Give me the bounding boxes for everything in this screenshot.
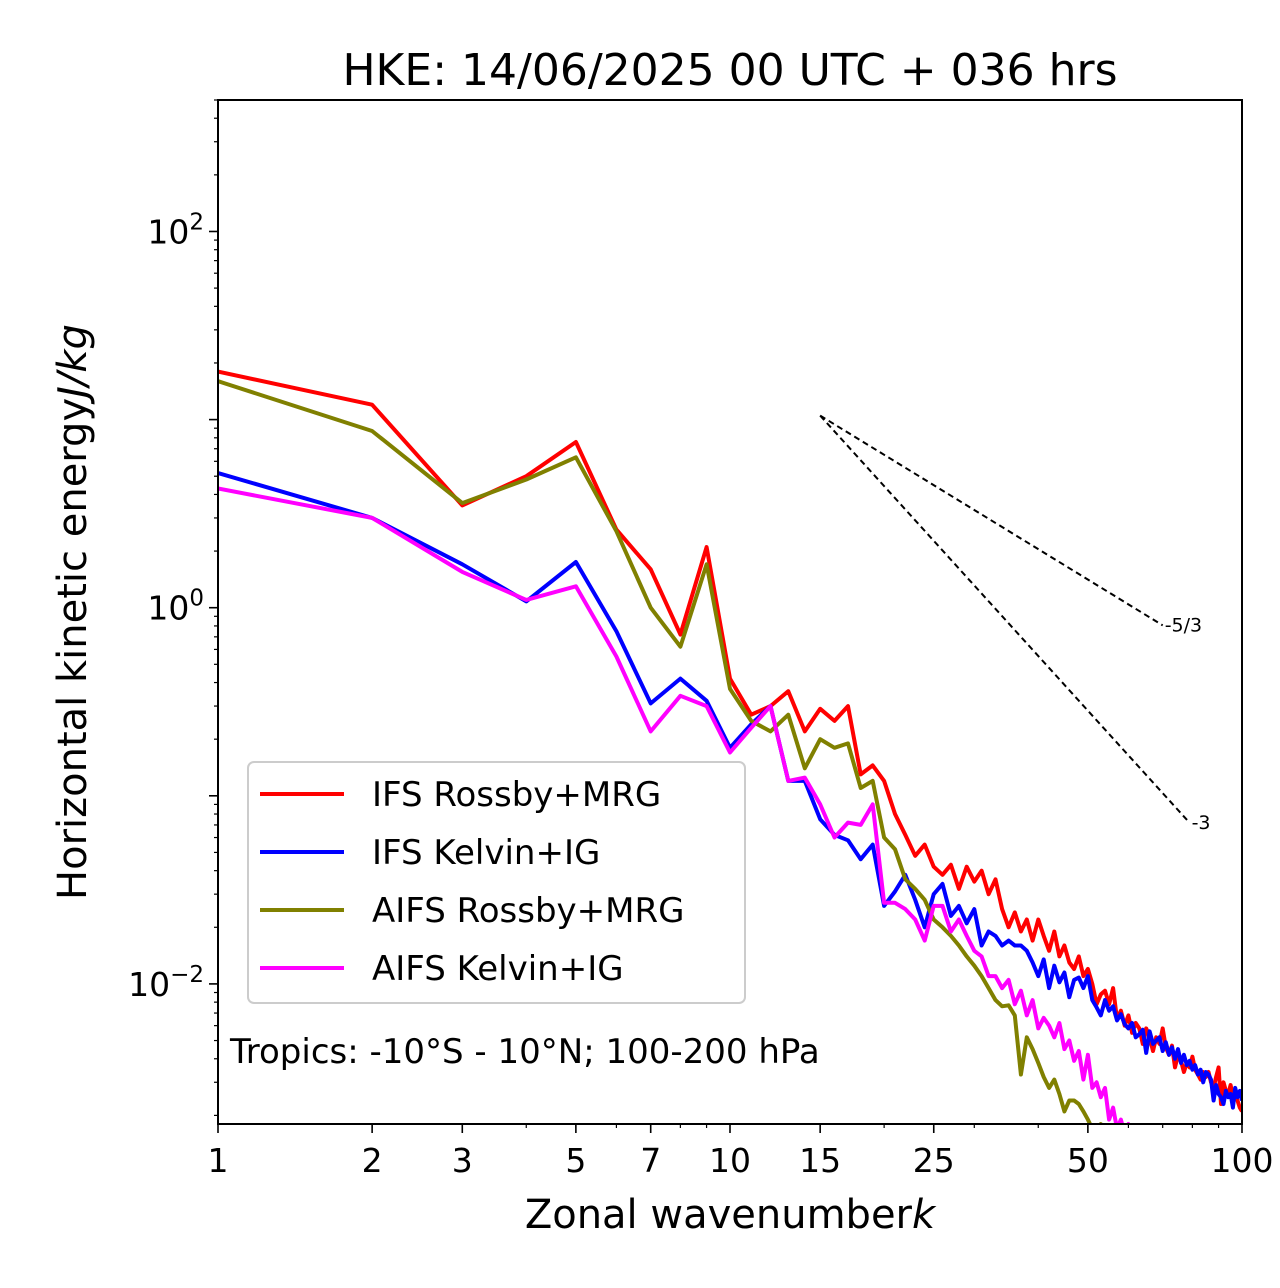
x-axis-label-text: Zonal wavenumber	[525, 1192, 913, 1238]
slope-label-minus-five-thirds: -5/3	[1165, 614, 1202, 636]
x-tick-label: 2	[362, 1141, 383, 1180]
slope-label-minus-three: -3	[1192, 812, 1211, 834]
y-tick-label: 100	[147, 586, 204, 628]
reference-line-5-3	[819, 414, 1164, 627]
y-axis-label: Horizontal kinetic energyJ/kg	[50, 324, 96, 900]
y-axis-label-text: Horizontal kinetic energy	[50, 398, 96, 900]
legend-label-ifs-rossby-mrg: IFS Rossby+MRG	[372, 775, 661, 815]
x-tick-label: 100	[1211, 1141, 1274, 1180]
legend-label-ifs-kelvin-ig: IFS Kelvin+IG	[372, 833, 600, 873]
chart-title: HKE: 14/06/2025 00 UTC + 036 hrs	[342, 45, 1117, 96]
x-tick-label: 3	[452, 1141, 473, 1180]
series-line-ifs-kelvin-ig	[218, 471, 1242, 1110]
x-axis-label-variable: k	[912, 1192, 937, 1238]
reference-slope-lines	[819, 414, 1191, 824]
legend-label-aifs-rossby-mrg: AIFS Rossby+MRG	[372, 891, 684, 931]
x-axis-label: Zonal wavenumberk	[525, 1192, 937, 1238]
y-axis-ticks: 102 100 10−2	[128, 99, 218, 1116]
series-line-aifs-kelvin-ig	[218, 486, 1131, 1124]
x-tick-label: 7	[640, 1141, 661, 1180]
x-axis-ticks: 1 2 3 5 7 10 15 25 50 100	[208, 1124, 1274, 1180]
x-tick-label: 1	[208, 1141, 229, 1180]
series-line-aifs-rossby-mrg	[218, 379, 1103, 1124]
series-lines	[218, 369, 1242, 1124]
legend-label-aifs-kelvin-ig: AIFS Kelvin+IG	[372, 949, 624, 989]
legend: IFS Rossby+MRG IFS Kelvin+IG AIFS Rossby+M…	[247, 761, 746, 1004]
x-tick-label: 10	[709, 1141, 751, 1180]
x-tick-label: 25	[913, 1141, 955, 1180]
x-tick-label: 5	[565, 1141, 586, 1180]
y-tick-label: 10−2	[128, 962, 204, 1004]
legend-box	[247, 761, 746, 1004]
y-axis-label-unit: J/kg	[50, 324, 96, 405]
region-annotation: Tropics: -10°S - 10°N; 100-200 hPa	[229, 1032, 820, 1072]
x-tick-label: 50	[1067, 1141, 1109, 1180]
y-tick-label: 102	[147, 209, 204, 251]
reference-line-3	[819, 414, 1191, 824]
x-tick-label: 15	[799, 1141, 841, 1180]
